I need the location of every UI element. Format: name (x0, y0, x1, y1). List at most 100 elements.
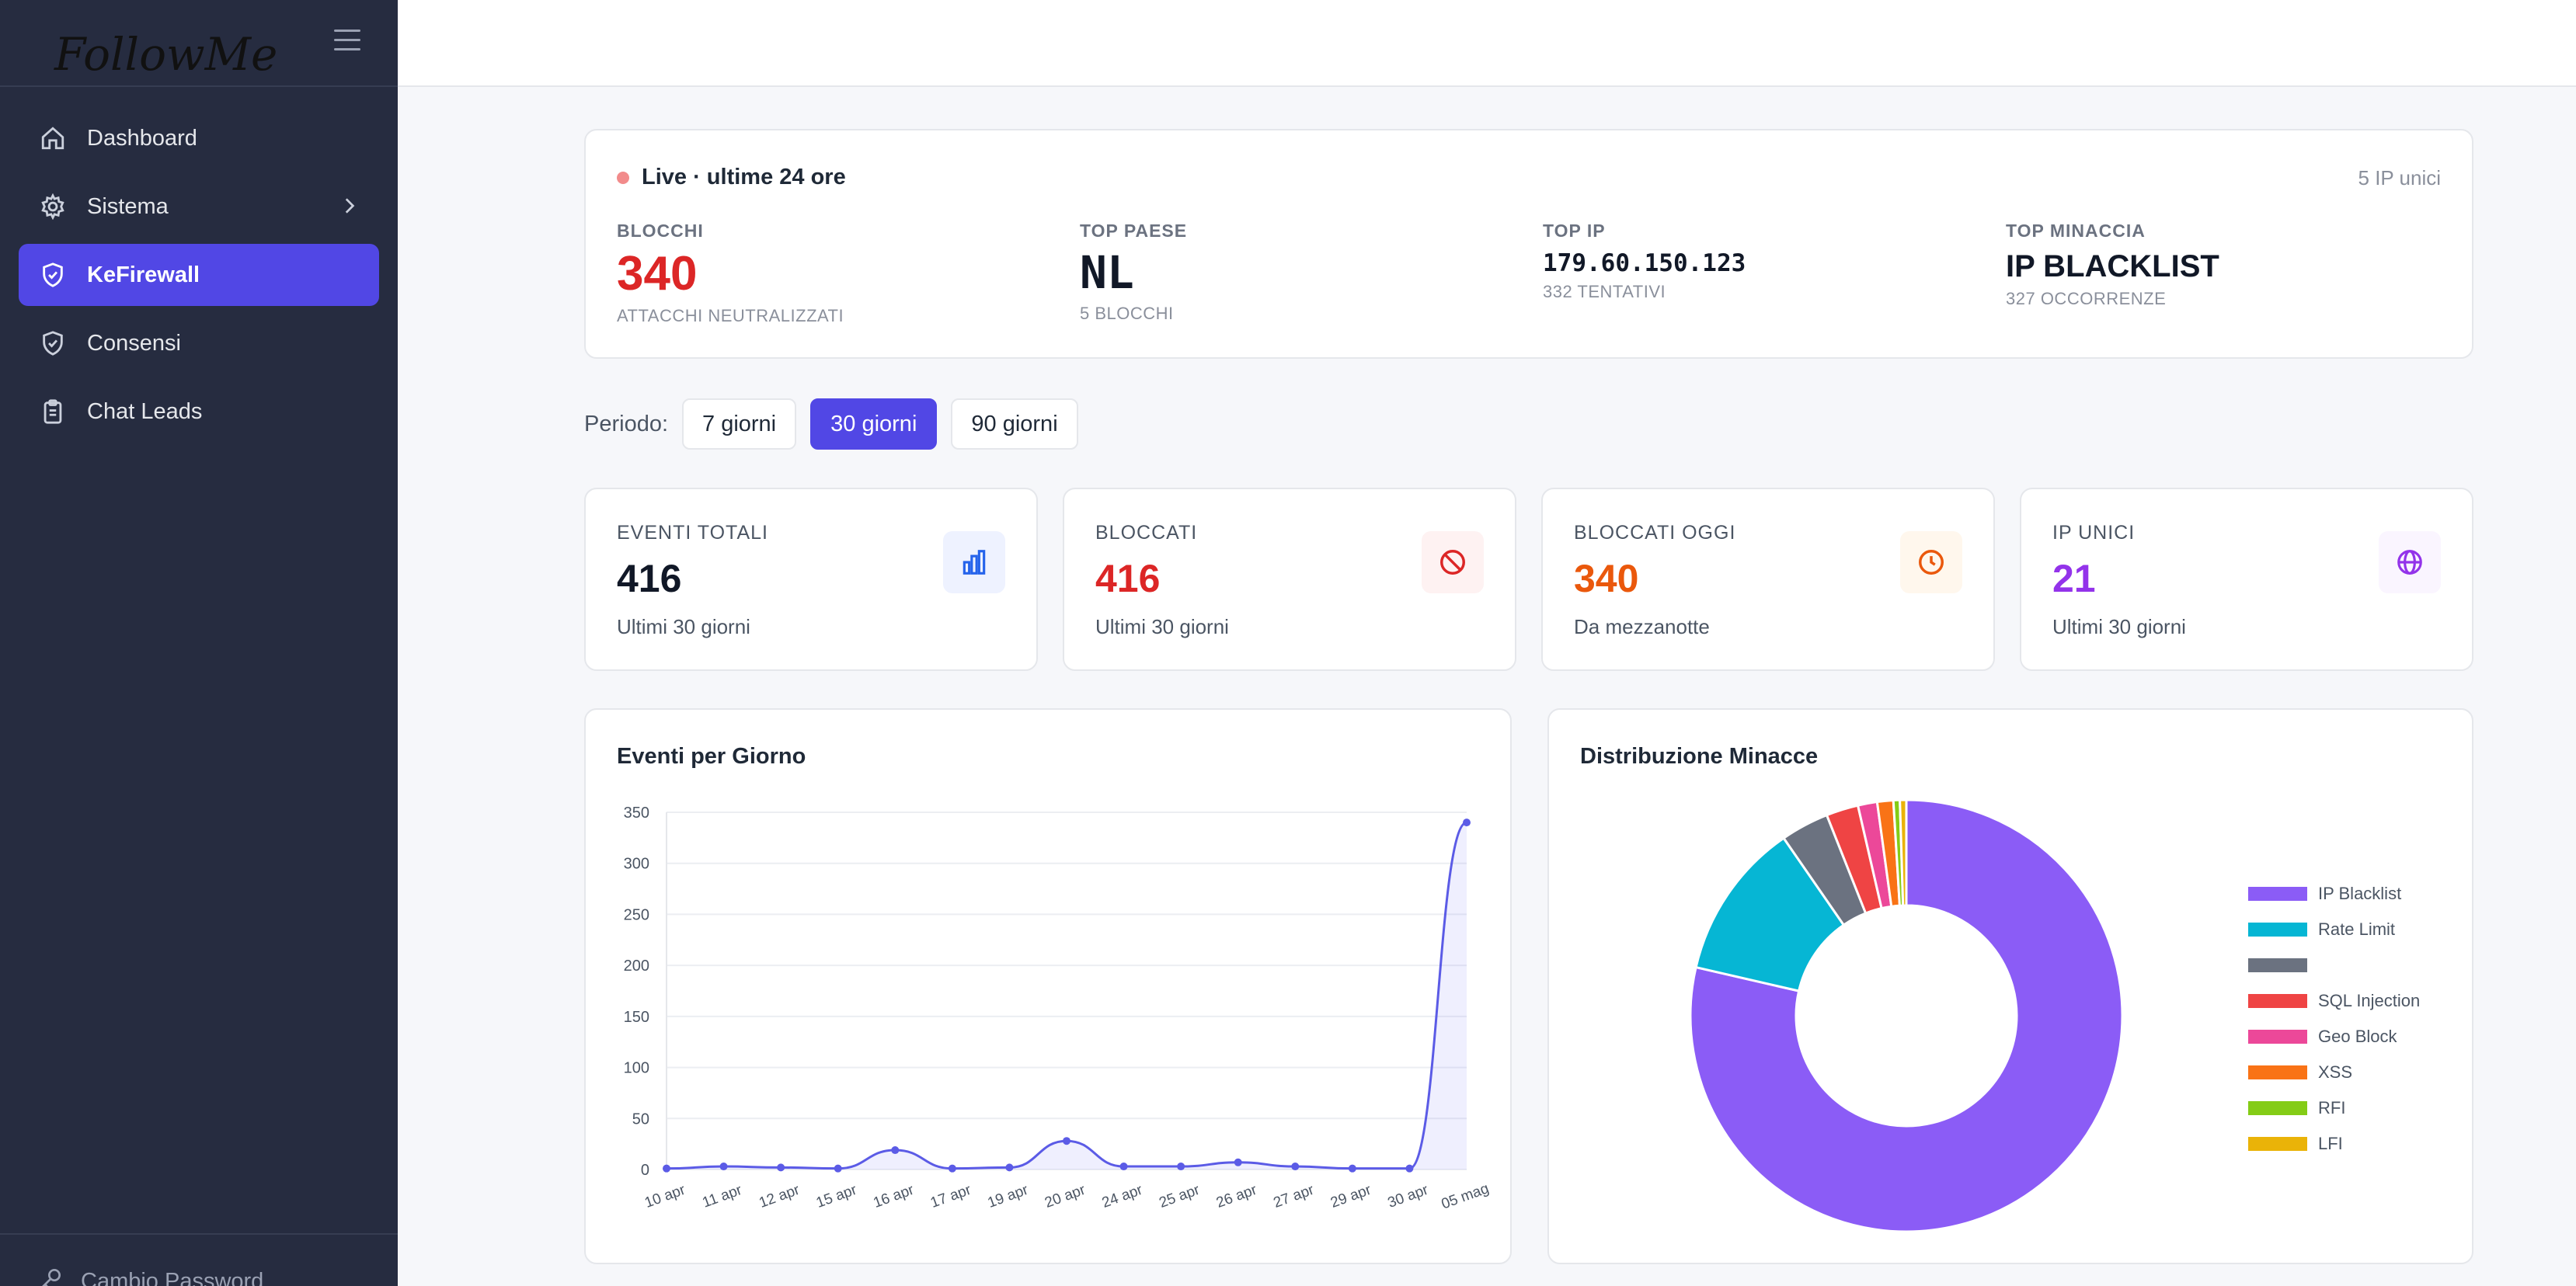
data-point (1348, 1164, 1356, 1173)
x-tick-label: 11 apr (700, 1182, 744, 1211)
stat-sub: Ultimi 30 giorni (2052, 615, 2186, 638)
live-stat-sub: 332 TENTATIVI (1543, 282, 1666, 301)
data-point (834, 1164, 842, 1173)
legend-label: Geo Block (2318, 1027, 2397, 1046)
series-area (667, 822, 1467, 1170)
legend-item[interactable]: XSS (2248, 1055, 2420, 1090)
legend-item[interactable]: Geo Block (2248, 1019, 2420, 1055)
x-tick-label: 15 apr (814, 1182, 859, 1211)
live-summary-card: Live · ultime 24 ore 5 IP unici BLOCCHI … (584, 129, 2473, 359)
live-header: Live · ultime 24 ore (617, 165, 846, 190)
threat-distribution-card: Distribuzione Minacce IP Blacklist Rate L… (1547, 708, 2473, 1264)
logo[interactable]: FollowMe (0, 0, 398, 87)
sidebar-footer: Cambio Password (0, 1233, 398, 1286)
live-title: Live · ultime 24 ore (642, 165, 846, 189)
legend-label: RFI (2318, 1098, 2346, 1117)
live-indicator-dot (617, 171, 629, 184)
gear-icon (39, 193, 67, 221)
live-stat-label: BLOCCHI (617, 221, 704, 241)
bar-chart-icon (943, 531, 1005, 593)
x-tick-label: 26 apr (1214, 1182, 1259, 1211)
x-tick-label: 17 apr (928, 1182, 973, 1211)
y-tick-label: 150 (624, 1009, 649, 1026)
ban-icon (1422, 531, 1484, 593)
series-line (666, 821, 1467, 1170)
legend-item[interactable]: Rate Limit (2248, 912, 2420, 947)
data-point (1463, 819, 1471, 827)
chevron-right-icon (339, 196, 359, 222)
live-stat-sub: 327 OCCORRENZE (2006, 289, 2167, 308)
y-tick-label: 200 (624, 958, 649, 975)
x-tick-label: 10 apr (642, 1182, 688, 1211)
data-point (1405, 1164, 1414, 1173)
sidebar-item-kefirewall[interactable]: KeFirewall (19, 244, 379, 306)
sidebar-item-label: Sistema (87, 193, 169, 219)
line-chart-title: Eventi per Giorno (617, 744, 806, 769)
stat-value: 340 (1574, 557, 1639, 600)
shield-icon (39, 329, 67, 357)
pie-chart-title: Distribuzione Minacce (1580, 744, 1819, 769)
threat-donut-chart (1689, 798, 2124, 1233)
live-stat-value: 340 (617, 247, 698, 301)
stat-label: BLOCCATI OGGI (1574, 522, 1736, 544)
stat-value: 416 (617, 557, 682, 600)
stat-label: EVENTI TOTALI (617, 522, 768, 544)
x-tick-label: 05 mag (1439, 1180, 1492, 1212)
sidebar-item-consensi[interactable]: Consensi (19, 312, 379, 374)
y-tick-label: 300 (624, 856, 649, 873)
x-tick-label: 16 apr (872, 1182, 917, 1211)
pie-slice (1899, 798, 1908, 907)
y-tick-label: 250 (624, 906, 649, 923)
live-stat-top-minaccia: TOP MINACCIA IP BLACKLIST 327 OCCORRENZE (2006, 221, 2219, 309)
legend-swatch (2248, 1101, 2307, 1115)
topbar (398, 0, 2576, 87)
legend-label: LFI (2318, 1134, 2343, 1153)
stat-card-ip-unici: IP UNICI 21 Ultimi 30 giorni (2020, 488, 2473, 671)
live-stat-label: TOP IP (1543, 221, 1606, 241)
sidebar-item-dashboard[interactable]: Dashboard (19, 107, 379, 169)
stat-value: 21 (2052, 557, 2096, 600)
y-tick-label: 100 (624, 1060, 649, 1077)
live-stat-value: NL (1080, 246, 1134, 299)
live-stat-value: IP BLACKLIST (2006, 249, 2219, 283)
home-icon (39, 124, 67, 152)
stat-sub: Ultimi 30 giorni (1095, 615, 1229, 638)
stat-value: 416 (1095, 557, 1161, 600)
x-tick-label: 12 apr (757, 1182, 802, 1211)
period-label: Periodo: (584, 411, 669, 436)
period-7-days-button[interactable]: 7 giorni (682, 398, 797, 450)
period-90-days-button[interactable]: 90 giorni (951, 398, 1078, 450)
sidebar-item-chat-leads[interactable]: Chat Leads (19, 381, 379, 443)
change-password-link[interactable]: Cambio Password (39, 1266, 263, 1286)
sidebar: FollowMe Dashboard Sistema KeFirewall (0, 0, 398, 1286)
legend-item[interactable] (2248, 947, 2420, 983)
live-stat-sub: 5 BLOCCHI (1080, 304, 1174, 323)
live-stat-label: TOP MINACCIA (2006, 221, 2146, 241)
stat-label: IP UNICI (2052, 522, 2136, 544)
data-point (1119, 1163, 1128, 1171)
legend-swatch (2248, 887, 2307, 901)
sidebar-item-sistema[interactable]: Sistema (19, 176, 379, 238)
data-point (948, 1164, 956, 1173)
data-point (1291, 1163, 1300, 1171)
legend-swatch (2248, 1137, 2307, 1151)
legend-item[interactable]: LFI (2248, 1126, 2420, 1162)
key-icon (39, 1266, 64, 1286)
legend-item[interactable]: RFI (2248, 1090, 2420, 1126)
x-tick-label: 19 apr (986, 1182, 1031, 1211)
x-tick-label: 20 apr (1043, 1182, 1088, 1211)
stat-sub: Ultimi 30 giorni (617, 615, 750, 638)
x-tick-label: 30 apr (1386, 1182, 1431, 1211)
events-line-chart: 0 50 100 150 200 250 300 350 10 apr 11 apr 12 apr 1… (624, 805, 1492, 1213)
live-stat-value: 179.60.150.123 (1543, 249, 1746, 277)
live-unique-ips: 5 IP unici (2358, 166, 2441, 189)
data-point (1005, 1163, 1014, 1172)
legend-item[interactable]: IP Blacklist (2248, 876, 2420, 912)
period-30-days-button[interactable]: 30 giorni (810, 398, 938, 450)
legend-item[interactable]: SQL Injection (2248, 983, 2420, 1019)
sidebar-item-label: KeFirewall (87, 262, 200, 287)
logo-text: FollowMe (54, 28, 277, 81)
live-stat-blocchi: BLOCCHI 340 ATTACCHI NEUTRALIZZATI (617, 221, 844, 326)
y-tick-label: 50 (632, 1110, 649, 1128)
menu-toggle-icon[interactable] (334, 30, 360, 53)
